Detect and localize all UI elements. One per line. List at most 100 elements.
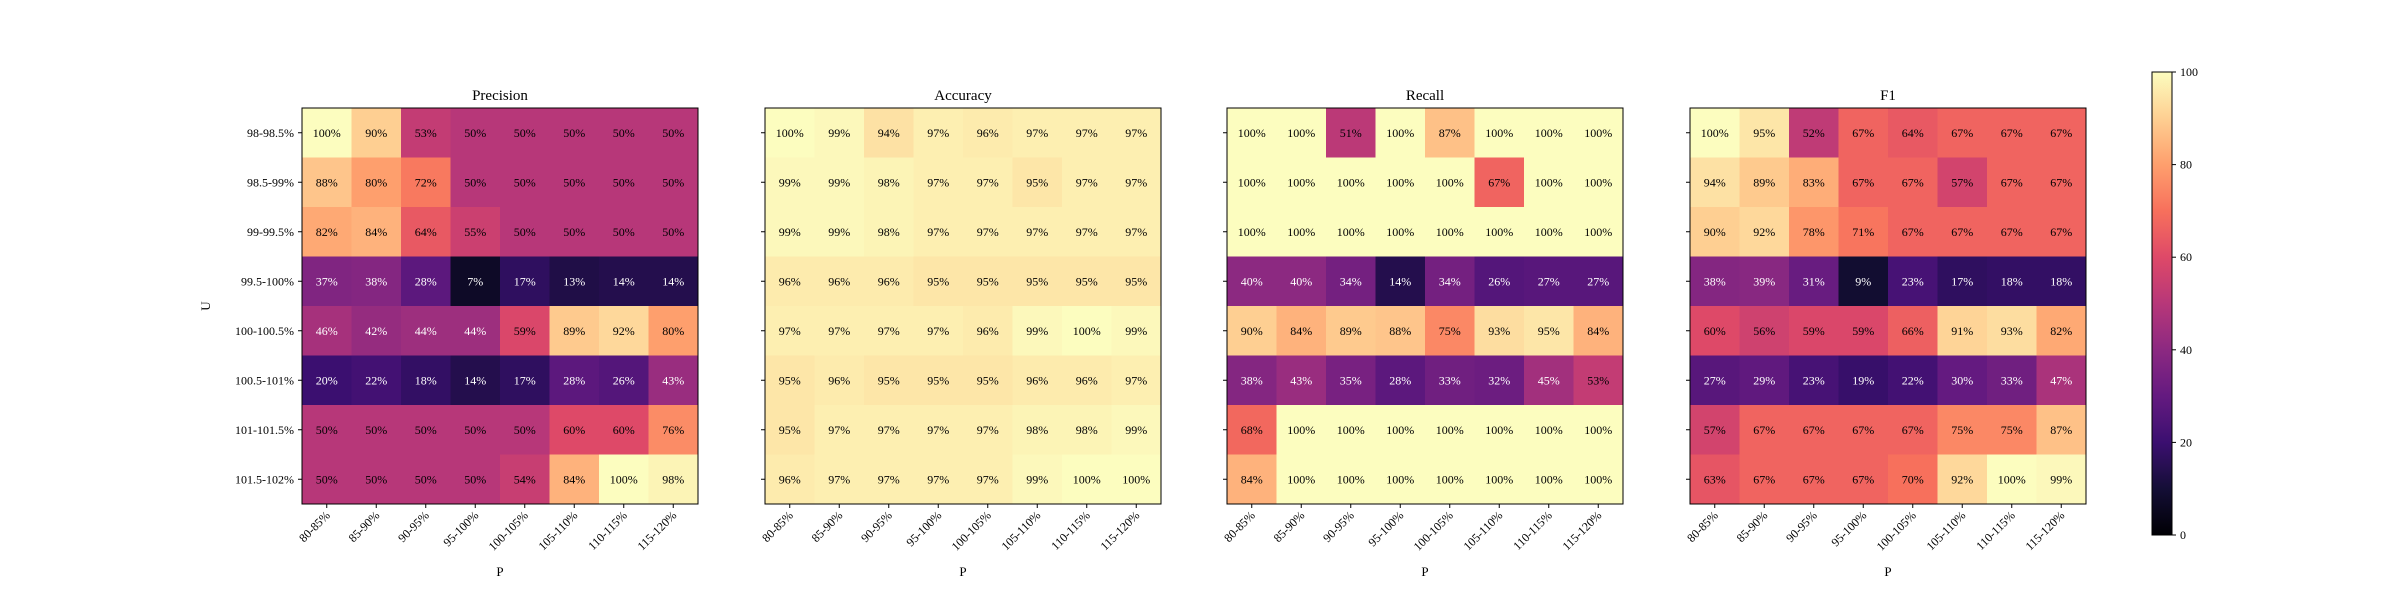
heatmap-cell [1111,355,1162,406]
cell-label: 50% [613,225,635,239]
cell-label: 82% [2050,324,2072,338]
heatmap-cell [1276,157,1327,208]
x-tick-label: 80-85% [1221,508,1258,545]
heatmap-cell [1375,207,1426,257]
heatmap-cell [1012,207,1063,257]
heatmap-cell [302,207,352,257]
x-tick-label: 115-120% [2022,508,2067,553]
cell-label: 100% [1584,175,1612,189]
cell-label: 99% [1125,423,1147,437]
x-axis-label: P [959,564,966,579]
heatmap-cell [450,108,501,158]
x-tick-label: 80-85% [296,508,333,545]
x-tick-label: 100-105% [486,508,531,553]
heatmap-cell [1375,256,1426,307]
x-tick-label: 110-115% [1048,508,1093,553]
cell-label: 45% [1538,373,1560,387]
heatmap-cell [1227,157,1277,208]
cell-label: 89% [1340,324,1362,338]
y-tick-label: 99.5-100% [241,274,294,288]
heatmap-cell [1690,108,1740,158]
x-tick-label: 95-100% [1828,508,1869,549]
cell-label: 100% [1584,126,1612,140]
cell-label: 66% [1902,324,1924,338]
cell-label: 100% [1436,472,1464,486]
cell-label: 14% [662,274,684,288]
cell-label: 59% [514,324,536,338]
heatmap-cell [963,157,1013,208]
heatmap-cell [401,454,451,505]
cell-label: 84% [563,472,585,486]
cell-label: 99% [779,175,801,189]
heatmap-cell [1326,157,1376,208]
cell-label: 60% [1704,324,1726,338]
cell-label: 33% [1439,373,1461,387]
cell-label: 18% [2001,274,2023,288]
heatmap-cell [1690,306,1740,356]
cell-label: 50% [415,472,437,486]
cell-label: 17% [514,274,536,288]
x-tick-label: 90-95% [1320,508,1357,545]
heatmap-cell [1987,306,2037,356]
heatmap-cell [1474,454,1525,505]
cell-label: 67% [2001,175,2023,189]
heatmap-cell [1326,256,1376,307]
heatmap-cell [814,108,865,158]
heatmap-cell [1425,355,1475,406]
heatmap-cell [1739,454,1790,505]
heatmap-cell [913,108,964,158]
cell-label: 100% [1535,225,1563,239]
heatmap-cell [1227,405,1277,455]
heatmap-cell [1789,207,1839,257]
cell-label: 97% [1125,225,1147,239]
cell-label: 100% [1073,324,1101,338]
plot-frame [764,107,1162,505]
cell-label: 59% [1803,324,1825,338]
heatmap-cell [648,108,699,158]
cell-label: 67% [1753,472,1775,486]
cell-label: 43% [1290,373,1312,387]
heatmap-cell [1375,405,1426,455]
heatmap-cell [1937,157,1988,208]
cell-label: 97% [927,423,949,437]
heatmap-cell [450,454,501,505]
cell-label: 50% [662,225,684,239]
heatmap-cell [963,108,1013,158]
heatmap-cell [1573,207,1624,257]
heatmap-cell [1888,355,1938,406]
heatmap-cell [913,256,964,307]
cell-label: 100% [1073,472,1101,486]
heatmap-cell [1524,157,1574,208]
x-tick-label: 115-120% [634,508,679,553]
cell-label: 93% [2001,324,2023,338]
cell-label: 100% [1535,423,1563,437]
cell-label: 100% [1386,126,1414,140]
heatmap-cell [864,454,914,505]
cell-label: 78% [1803,225,1825,239]
heatmap-cell [1524,256,1574,307]
cell-label: 34% [1439,274,1461,288]
cell-label: 97% [828,423,850,437]
cell-label: 100% [1485,225,1513,239]
x-tick-label: 85-90% [1271,508,1308,545]
cell-label: 27% [1704,373,1726,387]
cell-label: 97% [1125,373,1147,387]
heatmap-cell [351,306,402,356]
cell-label: 55% [464,225,486,239]
heatmap-cell [302,355,352,406]
heatmap-cell [1937,108,1988,158]
cell-label: 97% [977,225,999,239]
heatmap-cell [1474,207,1525,257]
cell-label: 67% [1488,175,1510,189]
heatmap-cell [1739,157,1790,208]
cell-label: 97% [977,423,999,437]
heatmap-cell [599,157,649,208]
colorbar-tick-label: 80 [2180,158,2192,172]
heatmap-cell [549,405,600,455]
heatmap-cell [351,405,402,455]
heatmap-cell [814,306,865,356]
cell-label: 52% [1803,126,1825,140]
cell-label: 100% [1337,472,1365,486]
heatmap-cell [963,454,1013,505]
cell-label: 71% [1852,225,1874,239]
